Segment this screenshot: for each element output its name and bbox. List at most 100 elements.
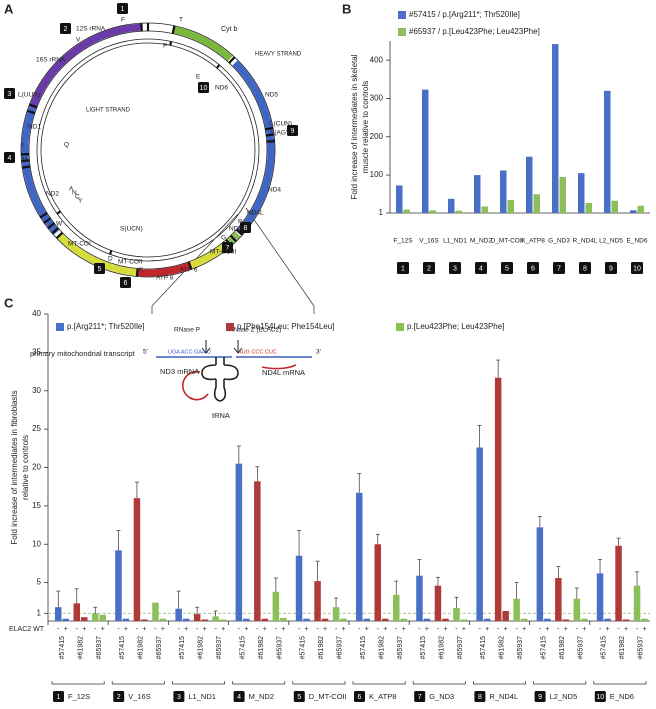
number-label: 9 xyxy=(609,265,613,272)
bar xyxy=(403,209,410,213)
subgroup-label: + xyxy=(643,626,647,633)
diagram-label: ND2 xyxy=(46,191,59,198)
subgroup-label: + xyxy=(184,626,188,633)
number-box xyxy=(113,691,125,702)
number-label: 8 xyxy=(583,265,587,272)
cell-line-label: #65937 xyxy=(457,636,464,659)
x-tick-label: F_12S xyxy=(393,238,413,245)
cell-line-label: #65937 xyxy=(96,636,103,659)
gene-arc xyxy=(21,106,60,235)
trna-tick xyxy=(39,212,48,219)
diagram-label: ND6 xyxy=(215,85,228,92)
bar xyxy=(448,198,455,213)
arrow-heads xyxy=(201,347,243,354)
subgroup-label: - xyxy=(497,626,500,633)
y-tick-label: 1 xyxy=(37,608,42,617)
number-box xyxy=(397,262,409,274)
number-box xyxy=(475,262,487,274)
marker-number: 6 xyxy=(124,280,128,287)
subgroup-label: + xyxy=(504,626,508,633)
number-label: 10 xyxy=(596,694,604,701)
bar xyxy=(633,585,641,621)
bar xyxy=(175,608,182,621)
trna-cloverleaf xyxy=(201,357,239,402)
diagram-label: V xyxy=(76,37,81,44)
subgroup-label: + xyxy=(82,626,86,633)
subgroup-row-label: ELAC2 WT xyxy=(9,626,45,633)
y-axis-label: muscle relative to controls xyxy=(361,81,370,173)
bar xyxy=(416,575,423,621)
marker-box xyxy=(287,125,298,136)
subgroup-label: - xyxy=(117,626,120,633)
diagram-label: A xyxy=(69,186,74,193)
subgroup-label: - xyxy=(94,626,97,633)
diagram-label: L(CUN) xyxy=(270,121,292,128)
group-bracket xyxy=(232,681,286,685)
trna-tick xyxy=(135,268,139,277)
bar xyxy=(219,619,227,621)
number-box xyxy=(293,691,305,702)
y-tick-label: 25 xyxy=(32,424,41,433)
diagram-label: ATP 8 xyxy=(156,275,174,282)
diagram-label: D xyxy=(108,256,113,263)
bar xyxy=(400,618,407,621)
bar xyxy=(476,447,483,621)
cell-line-label: #65937 xyxy=(397,636,404,659)
gene-arc xyxy=(57,232,138,277)
bar xyxy=(526,156,533,213)
diagram-label: K xyxy=(139,267,144,274)
bar xyxy=(235,463,243,621)
group-bracket xyxy=(111,681,165,685)
bar xyxy=(182,618,190,621)
group-bracket xyxy=(352,681,406,685)
trna-tick xyxy=(55,231,64,240)
bar xyxy=(295,555,303,621)
subgroup-label: - xyxy=(335,626,338,633)
legend-label: p.[Arg211*; Thr520Ile] xyxy=(67,322,145,331)
number-box xyxy=(414,691,426,702)
subgroup-label: - xyxy=(576,626,579,633)
diagram-label: P xyxy=(163,43,167,50)
diagram-label: ND5 xyxy=(265,92,278,99)
bar xyxy=(513,598,520,621)
trna-tick xyxy=(171,25,176,34)
x-tick-label: E_ND6 xyxy=(610,692,634,701)
number-label: 1 xyxy=(401,265,405,272)
ring xyxy=(40,42,256,258)
genome-map xyxy=(20,22,315,402)
diagram-label: ND4L xyxy=(247,210,264,217)
bar xyxy=(99,614,106,621)
bar xyxy=(243,618,250,621)
y-tick-label: 100 xyxy=(370,170,384,179)
subgroup-label: - xyxy=(177,626,180,633)
bar xyxy=(81,617,88,621)
trna-tick xyxy=(21,159,30,163)
bar xyxy=(562,619,570,621)
cell-line-label: #65937 xyxy=(577,636,584,659)
number-box xyxy=(449,262,461,274)
diagram-label: R xyxy=(238,219,243,226)
cell-line-label: #61982 xyxy=(619,636,626,659)
x-tick-label: L1_ND1 xyxy=(443,238,467,245)
subgroup-label: - xyxy=(298,626,301,633)
legend-label: p.[Leu423Phe; Leu423Phe] xyxy=(407,322,504,331)
subgroup-label: - xyxy=(478,626,481,633)
bar xyxy=(585,203,592,213)
diagram-label: S(AGY) xyxy=(270,130,292,137)
trna-tick xyxy=(265,133,275,137)
trna-tick xyxy=(215,64,221,69)
diagram-label: MT-COII xyxy=(118,259,143,266)
red-arrow xyxy=(261,364,297,370)
number-label: 7 xyxy=(418,694,422,701)
trna-tick xyxy=(169,41,173,46)
subgroup-label: - xyxy=(214,626,217,633)
cell-line-label: #61982 xyxy=(499,636,506,659)
marker-number: 7 xyxy=(226,245,230,252)
x-tick-label: K_ATP8 xyxy=(521,238,545,245)
group-bracket xyxy=(412,681,466,685)
panel-letter: C xyxy=(4,295,14,310)
diagram-label: tRNA xyxy=(212,411,230,420)
marker-number: 9 xyxy=(291,128,295,135)
diagram-label: H xyxy=(270,139,275,146)
marker-box xyxy=(4,152,15,163)
